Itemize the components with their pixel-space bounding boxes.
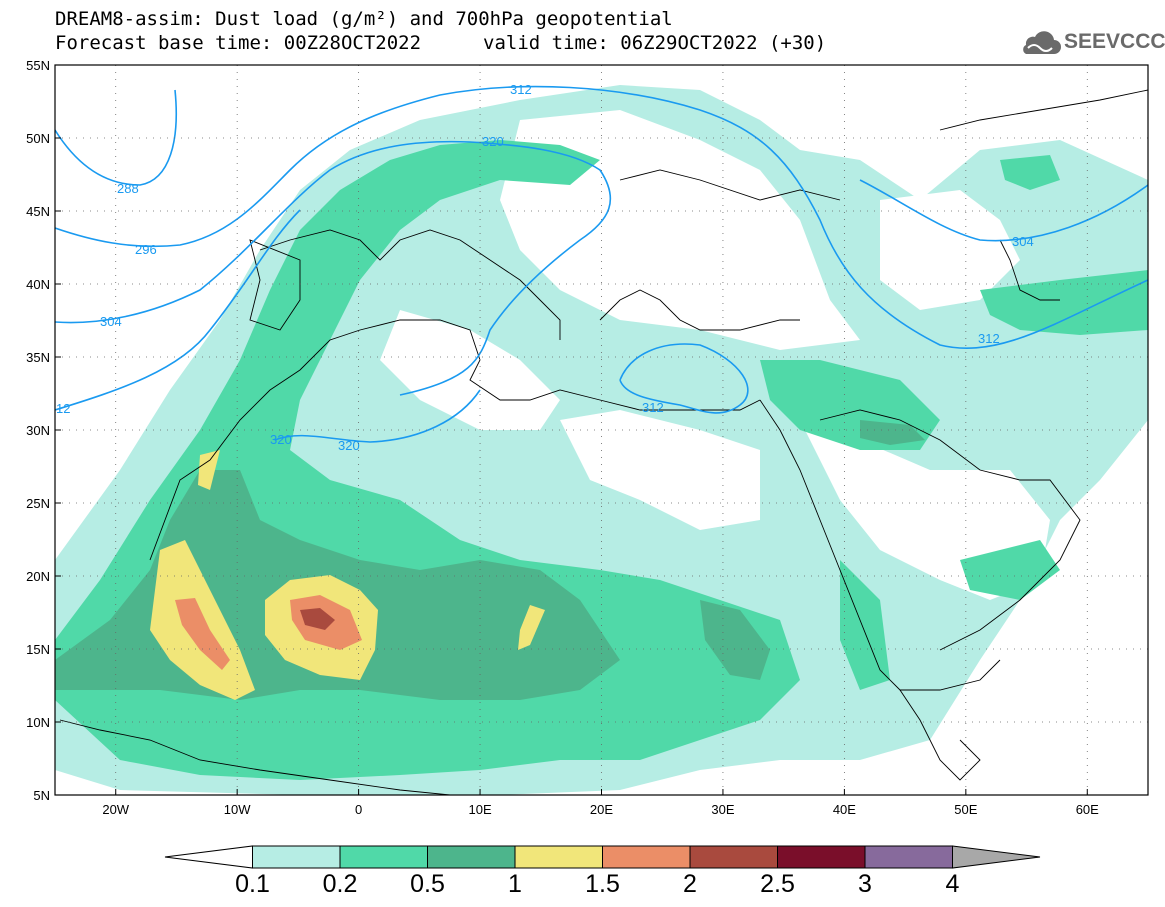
lon-tick-label: 60E: [1076, 802, 1099, 817]
colorbar: [164, 845, 1041, 869]
contour-label-320-top: 320: [482, 134, 504, 149]
seevccc-logo: SEEVCCC: [1018, 28, 1165, 58]
colorbar-swatch: [339, 845, 428, 869]
lon-tick-label: 10E: [468, 802, 491, 817]
contour-label-12: 12: [56, 401, 70, 416]
colorbar-swatch: [864, 845, 953, 869]
lat-tick-label: 40N: [26, 277, 50, 292]
colorbar-label: 0.5: [410, 870, 445, 898]
lon-tick-label: 30E: [711, 802, 734, 817]
geopotential-contours: [55, 85, 1148, 443]
lat-tick-label: 5N: [33, 788, 50, 803]
colorbar-swatch: [777, 845, 866, 869]
lat-tick-label: 20N: [26, 569, 50, 584]
lon-tick-label: 0: [355, 802, 362, 817]
colorbar-swatch: [427, 845, 516, 869]
contour-label-304-west: 304: [100, 314, 122, 329]
colorbar-swatch: [252, 845, 341, 869]
grid-lines: [55, 65, 1148, 795]
lon-tick-label: 50E: [954, 802, 977, 817]
logo-text: SEEVCCC: [1064, 30, 1165, 53]
lat-tick-label: 50N: [26, 131, 50, 146]
colorbar-swatch: [514, 845, 603, 869]
colorbar-swatch: [689, 845, 778, 869]
chart-title: DREAM8-assim: Dust load (g/m²) and 700hP…: [55, 8, 673, 30]
contour-label-312-top: 312: [510, 82, 532, 97]
colorbar-label: 2.5: [760, 870, 795, 898]
contour-label-312-egypt: 312: [642, 400, 664, 415]
contour-label-312-east: 312: [978, 331, 1000, 346]
coastlines: [59, 89, 1148, 795]
colorbar-label: 2: [683, 870, 697, 898]
lon-tick-label: 20W: [102, 802, 129, 817]
contour-label-288: 288: [117, 181, 139, 196]
colorbar-swatch: [164, 845, 253, 869]
colorbar-label: 1: [508, 870, 522, 898]
lat-tick-label: 55N: [26, 58, 50, 73]
lon-axis: 20W 10W 0 10E 20E 30E 40E 50E 60E: [102, 789, 1099, 817]
dust-field: [55, 65, 1148, 795]
cloud-icon: [1023, 31, 1061, 54]
contour-label-320-low: 320: [338, 438, 360, 453]
lat-tick-label: 35N: [26, 350, 50, 365]
colorbar-label: 1.5: [585, 870, 620, 898]
colorbar-label: 0.1: [235, 870, 270, 898]
lat-tick-label: 25N: [26, 496, 50, 511]
contour-label-320-mid: 320: [270, 432, 292, 447]
lat-tick-label: 45N: [26, 204, 50, 219]
colorbar-swatch: [952, 845, 1041, 869]
lat-tick-label: 10N: [26, 715, 50, 730]
colorbar-label: 0.2: [322, 870, 358, 898]
valid-time-label: valid time: 06Z29OCT2022 (+30): [483, 32, 827, 54]
lon-tick-label: 20E: [590, 802, 613, 817]
lon-tick-label: 10W: [224, 802, 251, 817]
lat-tick-label: 30N: [26, 423, 50, 438]
base-time-label: Forecast base time: 00Z28OCT2022: [55, 32, 422, 54]
colorbar-label: 3: [858, 870, 872, 898]
contour-label-296: 296: [135, 242, 157, 257]
contour-labels: 312 320 288 296 304 12 320 320 312 304 3…: [56, 82, 1034, 453]
lat-axis: 55N 50N 45N 40N 35N 30N 25N 20N 15N 10N 5N: [26, 58, 61, 803]
colorbar-swatch: [602, 845, 691, 869]
lat-tick-label: 15N: [26, 642, 50, 657]
contour-label-304-east: 304: [1012, 234, 1034, 249]
colorbar-label: 4: [945, 870, 960, 898]
lon-tick-label: 40E: [833, 802, 856, 817]
